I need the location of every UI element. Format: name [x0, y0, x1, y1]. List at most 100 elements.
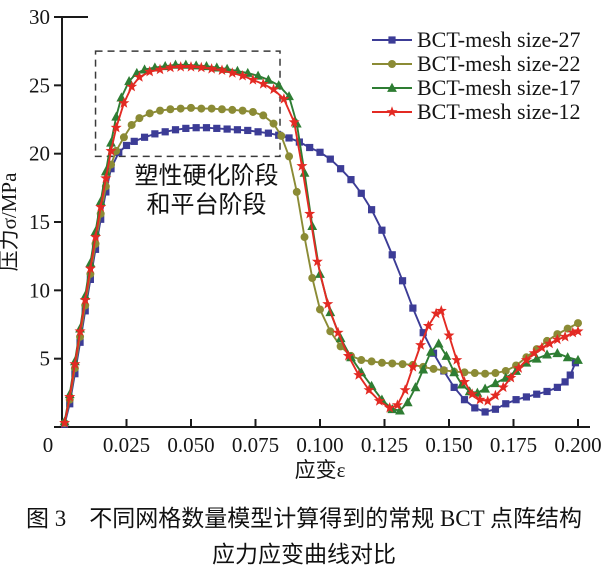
data-point-marker	[296, 160, 308, 171]
data-point-marker	[69, 358, 81, 369]
data-point-marker	[195, 61, 207, 73]
data-point-marker	[254, 128, 262, 136]
data-point-marker	[357, 356, 366, 365]
data-point-marker	[435, 305, 447, 316]
data-point-marker	[471, 404, 479, 412]
data-point-marker	[566, 371, 574, 379]
data-point-marker	[373, 395, 385, 406]
data-point-marker	[347, 176, 355, 184]
data-point-marker	[268, 83, 280, 95]
data-point-marker	[135, 114, 144, 123]
data-point-marker	[156, 106, 165, 115]
data-point-marker	[263, 74, 274, 84]
data-point-marker	[409, 304, 417, 312]
data-point-marker	[387, 404, 398, 414]
series-bct-mesh-size-12	[59, 61, 584, 428]
data-point-marker	[248, 107, 257, 116]
data-point-marker	[410, 382, 421, 392]
data-point-marker	[299, 167, 310, 177]
data-point-marker	[74, 325, 86, 336]
data-point-marker	[399, 384, 411, 395]
data-point-marker	[353, 369, 365, 380]
data-point-marker	[206, 63, 218, 74]
data-point-marker	[544, 337, 556, 349]
data-point-marker	[176, 104, 185, 113]
data-point-marker	[105, 145, 117, 156]
data-point-marker	[441, 350, 452, 360]
data-point-marker	[84, 262, 96, 274]
data-point-marker	[118, 97, 130, 108]
data-point-marker	[346, 352, 356, 362]
data-point-marker	[316, 305, 324, 314]
data-point-marker	[182, 124, 190, 132]
data-point-marker	[304, 208, 316, 219]
data-point-marker	[451, 354, 463, 365]
series-line-bct-mesh-size-12	[63, 65, 579, 424]
data-point-marker	[100, 172, 112, 183]
data-point-marker	[311, 255, 323, 267]
data-point-marker	[398, 277, 407, 285]
data-point-marker	[490, 378, 501, 388]
data-point-marker	[144, 65, 156, 77]
data-point-marker	[474, 393, 486, 405]
data-point-marker	[171, 126, 180, 134]
data-point-marker	[460, 396, 469, 404]
data-point-marker	[482, 395, 494, 406]
data-point-marker	[278, 93, 290, 104]
data-point-marker	[332, 326, 344, 338]
data-point-marker	[207, 104, 216, 113]
origin-tick-label: 0	[43, 433, 54, 457]
data-point-marker	[567, 326, 579, 338]
data-point-marker	[388, 359, 397, 368]
x-axis-title: 应变ε	[295, 458, 346, 482]
data-point-marker	[112, 146, 121, 155]
y-tick-label: 10	[29, 278, 50, 302]
data-point-marker	[285, 152, 294, 161]
data-point-marker	[273, 80, 284, 90]
data-point-marker	[531, 353, 542, 363]
data-point-marker	[513, 362, 525, 373]
data-point-marker	[398, 360, 407, 369]
data-point-marker	[79, 294, 91, 305]
data-point-marker	[429, 364, 438, 373]
data-point-marker	[562, 352, 573, 362]
data-point-marker	[342, 350, 354, 361]
data-point-marker	[259, 111, 268, 120]
data-point-marker	[288, 116, 300, 127]
data-point-marker	[502, 400, 510, 408]
data-point-marker	[308, 274, 317, 283]
data-point-marker	[106, 137, 116, 147]
data-point-marker	[85, 257, 96, 267]
data-point-marker	[528, 347, 540, 358]
y-axis-title: 压力σ/MPa	[0, 172, 21, 272]
data-point-marker	[563, 324, 572, 333]
data-point-marker	[543, 387, 551, 396]
data-point-marker	[197, 104, 206, 113]
data-point-marker	[377, 358, 386, 367]
data-point-marker	[459, 376, 470, 387]
x-tick-label: 0.075	[232, 433, 279, 457]
y-tick-label: 15	[29, 210, 50, 234]
legend-label: BCT-mesh size-17	[417, 75, 581, 100]
data-point-marker	[164, 61, 176, 73]
data-point-marker	[388, 60, 396, 68]
data-point-marker	[223, 125, 231, 133]
data-point-marker	[572, 325, 584, 336]
data-point-marker	[154, 63, 166, 75]
data-point-marker	[130, 137, 138, 145]
data-point-marker	[443, 329, 455, 341]
data-point-marker	[306, 143, 314, 152]
plateau-annotation-text-line2: 和平台阶段	[146, 191, 266, 218]
legend-label: BCT-mesh size-22	[417, 51, 581, 76]
data-point-marker	[489, 389, 501, 401]
data-point-marker	[481, 408, 489, 416]
data-point-marker	[300, 233, 309, 242]
data-point-marker	[533, 390, 541, 398]
data-point-marker	[422, 320, 434, 331]
data-point-marker	[238, 106, 247, 115]
data-point-marker	[127, 120, 136, 129]
data-point-marker	[91, 245, 100, 253]
data-point-marker	[505, 372, 517, 383]
data-point-marker	[573, 354, 583, 364]
